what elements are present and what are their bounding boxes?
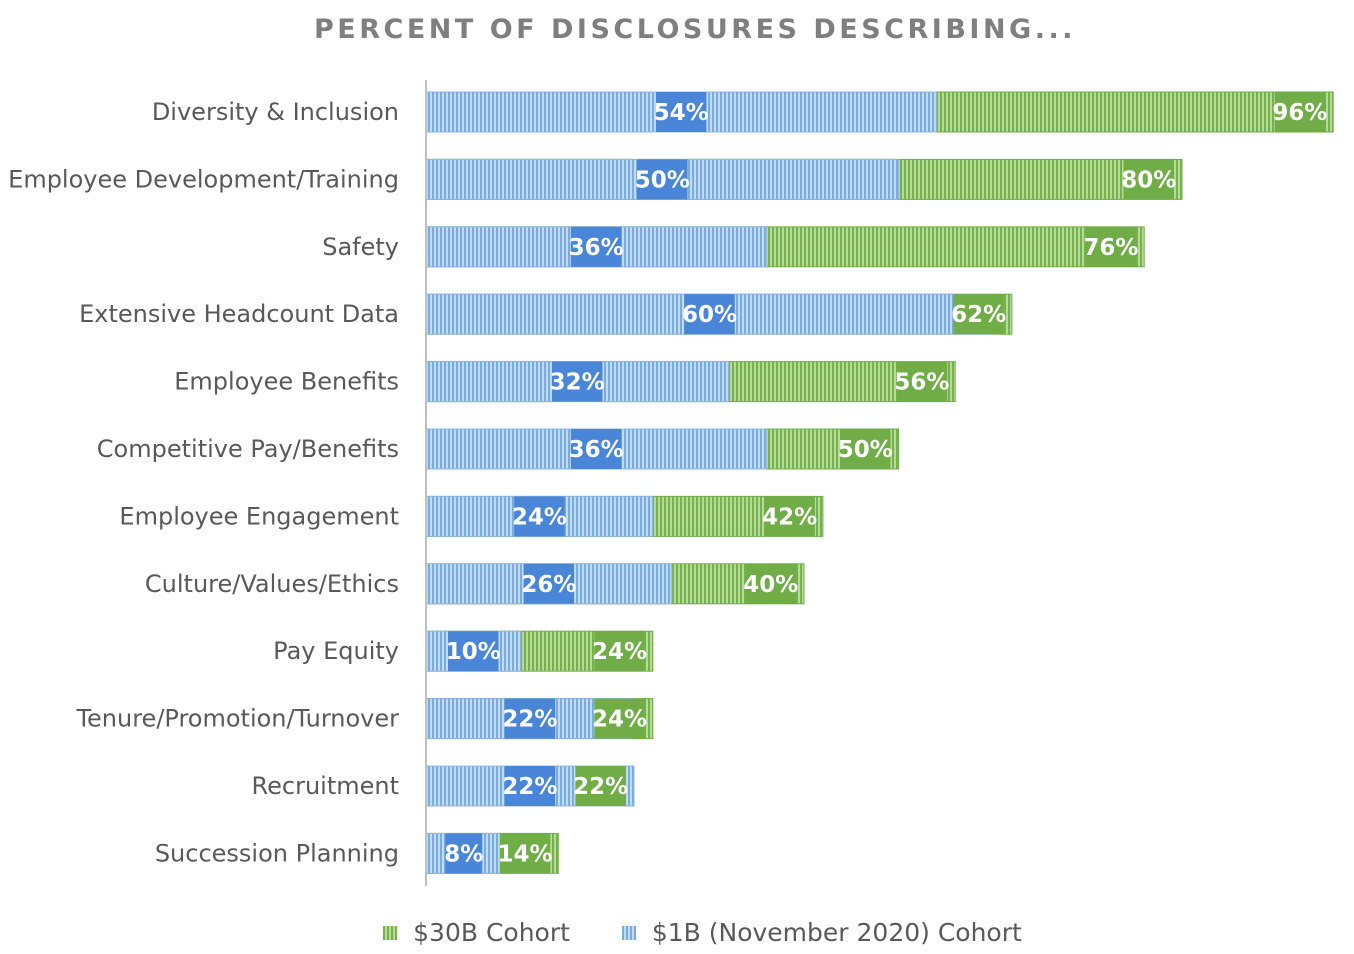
value-label-30b-4-bg bbox=[896, 361, 948, 402]
value-label-30b-9-bg bbox=[594, 698, 645, 739]
value-label-30b-0: 96% bbox=[1272, 100, 1327, 126]
value-label-1b-9: 22% bbox=[502, 707, 557, 733]
value-label-1b-11: 8% bbox=[444, 841, 483, 867]
category-label-2: Safety bbox=[322, 233, 399, 261]
chart-title: PERCENT OF DISCLOSURES DESCRIBING... bbox=[314, 14, 1076, 45]
value-label-30b-1-bg bbox=[1123, 159, 1174, 200]
value-label-30b-11: 14% bbox=[498, 841, 553, 867]
value-label-30b-7: 40% bbox=[743, 572, 798, 598]
value-label-30b-3: 62% bbox=[951, 302, 1006, 328]
value-label-30b-9: 24% bbox=[592, 707, 647, 733]
legend-item-30b: $30B Cohort bbox=[383, 918, 570, 947]
category-label-9: Tenure/Promotion/Turnover bbox=[75, 705, 399, 733]
value-label-30b-2: 76% bbox=[1083, 235, 1138, 261]
value-label-30b-0-bg bbox=[1274, 92, 1326, 132]
legend-label-30b: $30B Cohort bbox=[413, 918, 570, 947]
value-label-1b-3-bg bbox=[684, 294, 735, 335]
value-label-1b-8-bg bbox=[448, 631, 499, 672]
category-label-6: Employee Engagement bbox=[119, 502, 399, 530]
value-label-30b-5-bg bbox=[840, 429, 891, 469]
value-label-1b-5: 36% bbox=[569, 437, 624, 463]
value-label-30b-10-bg bbox=[575, 766, 626, 806]
value-label-30b-8-bg bbox=[594, 631, 645, 672]
legend-swatch-blue bbox=[621, 926, 636, 940]
value-label-1b-6-bg bbox=[514, 496, 565, 537]
value-label-1b-4-bg bbox=[551, 361, 603, 402]
value-label-1b-2: 36% bbox=[569, 235, 624, 261]
value-label-30b-7-bg bbox=[745, 563, 796, 604]
category-label-1: Employee Development/Training bbox=[8, 165, 399, 193]
value-label-30b-2-bg bbox=[1085, 226, 1137, 267]
value-label-30b-10: 22% bbox=[573, 774, 628, 800]
value-label-1b-7: 26% bbox=[521, 572, 576, 598]
value-label-1b-1-bg bbox=[637, 159, 688, 200]
value-label-30b-6: 42% bbox=[762, 504, 817, 530]
value-label-1b-9-bg bbox=[504, 698, 556, 739]
category-label-3: Extensive Headcount Data bbox=[79, 300, 399, 328]
value-label-1b-11-bg bbox=[445, 833, 483, 874]
value-label-1b-10: 22% bbox=[502, 774, 557, 800]
value-label-1b-0: 54% bbox=[654, 100, 709, 126]
value-label-30b-4: 56% bbox=[894, 370, 949, 396]
category-label-7: Culture/Values/Ethics bbox=[145, 570, 399, 598]
legend: $30B Cohort $1B (November 2020) Cohort bbox=[0, 918, 1354, 947]
value-label-1b-8: 10% bbox=[446, 639, 501, 665]
legend-label-1b: $1B (November 2020) Cohort bbox=[651, 918, 1022, 947]
value-label-1b-2-bg bbox=[570, 226, 622, 267]
category-label-4: Employee Benefits bbox=[174, 368, 399, 396]
value-label-30b-3-bg bbox=[953, 294, 1004, 335]
value-label-1b-1: 50% bbox=[635, 167, 690, 193]
value-label-1b-5-bg bbox=[570, 429, 622, 469]
value-label-1b-3: 60% bbox=[682, 302, 737, 328]
legend-item-1b: $1B (November 2020) Cohort bbox=[621, 918, 1022, 947]
legend-swatch-green bbox=[383, 926, 398, 940]
bars-layer: Diversity & Inclusion 54% 96% Employee Deve… bbox=[8, 91, 1334, 874]
category-label-11: Succession Planning bbox=[155, 839, 399, 867]
value-label-1b-6: 24% bbox=[512, 504, 567, 530]
value-label-30b-6-bg bbox=[764, 496, 815, 537]
value-label-30b-1: 80% bbox=[1121, 167, 1176, 193]
value-label-30b-5: 50% bbox=[838, 437, 893, 463]
category-label-0: Diversity & Inclusion bbox=[152, 98, 399, 126]
value-label-1b-7-bg bbox=[523, 563, 575, 604]
value-label-1b-0-bg bbox=[655, 92, 707, 132]
value-label-30b-8: 24% bbox=[592, 639, 647, 665]
value-label-1b-4: 32% bbox=[550, 370, 605, 396]
category-label-10: Recruitment bbox=[252, 772, 399, 800]
category-label-5: Competitive Pay/Benefits bbox=[97, 435, 399, 463]
category-label-8: Pay Equity bbox=[273, 637, 399, 665]
value-label-1b-10-bg bbox=[504, 766, 556, 806]
value-label-30b-11-bg bbox=[499, 833, 551, 874]
